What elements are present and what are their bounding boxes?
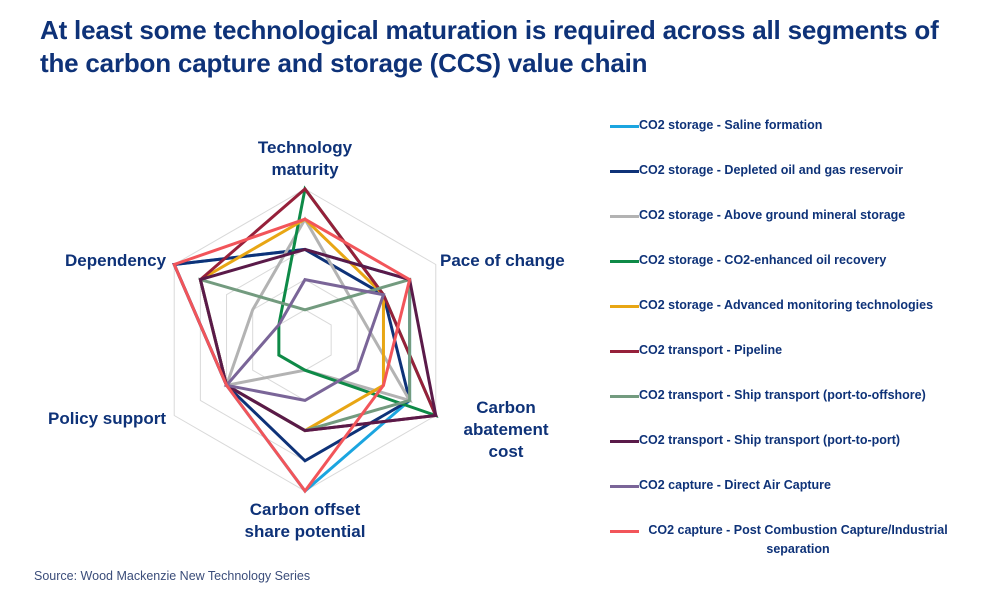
legend-label: CO2 storage - Depleted oil and gas reser… [639,163,903,177]
series-line [223,277,386,402]
legend-item: CO2 storage - CO2-enhanced oil recovery [610,251,990,296]
legend-item: CO2 transport - Ship transport (port-to-… [610,431,990,476]
legend-swatch-icon [610,305,639,308]
legend-item: CO2 transport - Ship transport (port-to-… [610,386,990,431]
radar-grid [173,188,437,492]
legend-label: CO2 storage - CO2-enhanced oil recovery [639,253,887,267]
legend-swatch-icon [610,125,639,128]
series-line [172,217,412,494]
axis-label-dependency: Dependency [65,251,167,270]
chart-title: At least some technological maturation i… [40,15,939,78]
legend-swatch-icon [610,260,639,263]
axis-label-carbon-offset-share-potential: Carbon offset share potential [244,500,366,541]
legend-label: CO2 storage - Advanced monitoring techno… [639,298,934,312]
legend-swatch-icon [610,530,639,533]
series-line [198,277,412,433]
legend-label: CO2 transport - Ship transport (port-to-… [639,388,926,402]
legend-label: CO2 storage - Above ground mineral stora… [639,208,906,222]
legend-item: CO2 transport - Pipeline [610,341,990,386]
legend-label: CO2 transport - Pipeline [639,343,783,357]
legend-swatch-icon [610,485,639,488]
legend-label: CO2 capture - Direct Air Capture [639,478,831,492]
axis-label-pace-of-change: Pace of change [440,251,565,270]
legend-item: CO2 storage - Saline formation [610,116,990,161]
legend-swatch-icon [610,170,639,173]
radar-series [172,185,439,494]
legend-item: CO2 storage - Depleted oil and gas reser… [610,161,990,206]
legend-swatch-icon [610,395,639,398]
grid-ring [199,218,411,462]
grid-ring [226,248,384,432]
axis-label-technology-maturity: Technology maturity [257,138,353,179]
legend-item: CO2 storage - Above ground mineral stora… [610,206,990,251]
grid-ring [173,188,437,492]
legend-item: CO2 capture - Direct Air Capture [610,476,990,521]
axis-label-carbon-abatement-cost: Carbon abatement cost [463,398,549,461]
legend-label: CO2 capture - Post Combustion Capture/In… [648,523,948,556]
legend-label: CO2 transport - Ship transport (port-to-… [639,433,901,447]
legend-label: CO2 storage - Saline formation [639,118,823,132]
legend-swatch-icon [610,215,639,218]
legend-item: CO2 capture - Post Combustion Capture/In… [610,521,990,566]
axis-label-policy-support: Policy support [48,409,167,428]
legend-swatch-icon [610,350,639,353]
legend-swatch-icon [610,440,639,443]
legend-item: CO2 storage - Advanced monitoring techno… [610,296,990,341]
source-note: Source: Wood Mackenzie New Technology Se… [34,569,311,583]
chart-legend: CO2 storage - Saline formation CO2 stora… [610,116,990,566]
